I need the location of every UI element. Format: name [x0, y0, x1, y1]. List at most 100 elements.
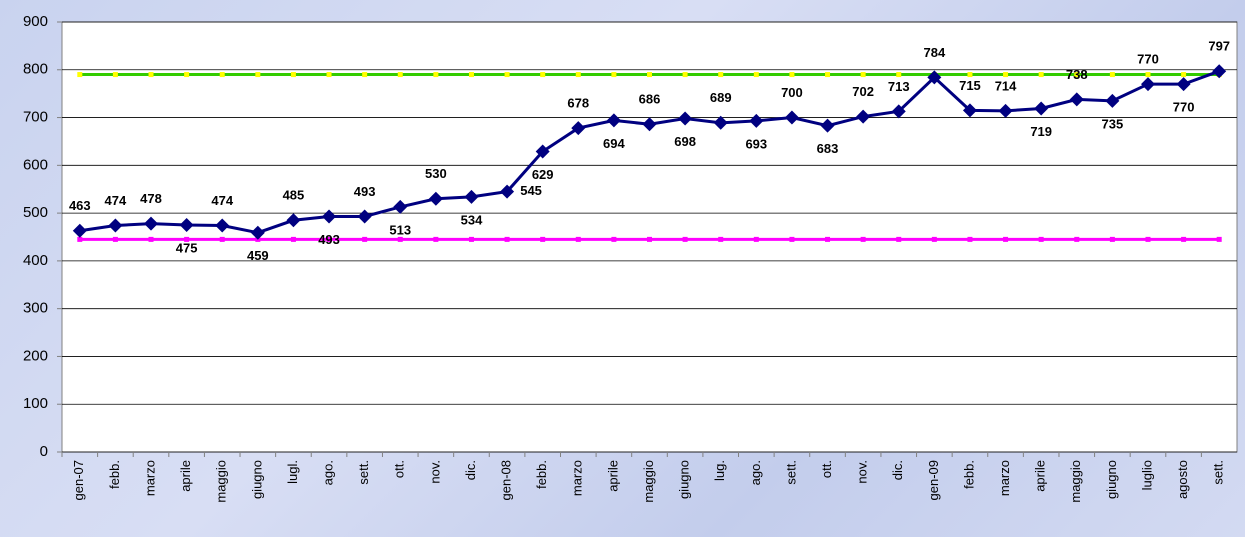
reference-marker [433, 236, 439, 242]
x-tick-label: sett. [783, 460, 798, 485]
data-label: 693 [745, 136, 767, 151]
data-point [1140, 77, 1155, 92]
reference-marker [112, 236, 118, 242]
data-label: 629 [532, 167, 554, 182]
data-point [286, 213, 301, 228]
y-tick-label: 200 [23, 347, 48, 364]
reference-marker [468, 72, 474, 78]
data-label: 738 [1066, 67, 1088, 82]
reference-marker [148, 72, 154, 78]
reference-marker [362, 72, 368, 78]
reference-marker [540, 236, 546, 242]
x-tick-label: agosto [1175, 460, 1190, 499]
reference-marker [789, 72, 795, 78]
data-point [749, 113, 764, 128]
reference-marker [575, 236, 581, 242]
x-tick-label: gen-09 [926, 460, 941, 500]
reference-marker [1181, 236, 1187, 242]
data-label: 714 [995, 78, 1017, 93]
data-label: 784 [923, 45, 945, 60]
reference-marker [290, 236, 296, 242]
data-point [322, 209, 337, 224]
data-label: 475 [176, 240, 198, 255]
x-tick-label: maggio [214, 460, 229, 503]
reference-marker [753, 236, 759, 242]
reference-marker [148, 236, 154, 242]
x-tick-label: ott. [392, 460, 407, 478]
data-point [72, 223, 87, 238]
reference-marker [1145, 236, 1151, 242]
x-tick-label: giugno [249, 460, 264, 499]
x-tick-label: gen-08 [499, 460, 514, 500]
reference-marker [647, 236, 652, 242]
data-label: 686 [639, 92, 661, 107]
data-label: 463 [69, 198, 91, 213]
x-tick-label: aprile [178, 460, 193, 492]
x-tick-label: lugl. [285, 460, 300, 484]
data-label: 513 [389, 222, 411, 237]
data-label: 702 [852, 84, 874, 99]
reference-marker [682, 72, 688, 78]
data-label: 713 [888, 79, 910, 94]
data-label: 770 [1137, 52, 1159, 67]
data-point [713, 115, 728, 130]
x-tick-label: nov. [855, 460, 870, 484]
data-label: 493 [318, 232, 340, 247]
data-point [927, 70, 942, 85]
data-point [1034, 101, 1049, 116]
data-point [357, 209, 372, 224]
data-label: 478 [140, 191, 162, 206]
data-point [571, 121, 586, 136]
reference-marker [1003, 236, 1009, 242]
data-label: 534 [461, 212, 483, 227]
reference-marker [967, 72, 973, 78]
data-label: 474 [211, 193, 233, 208]
data-point [1069, 92, 1084, 107]
x-tick-label: giugno [1104, 460, 1119, 499]
reference-marker [1145, 72, 1151, 78]
x-tick-label: ott. [819, 460, 834, 478]
reference-marker [611, 72, 617, 78]
x-tick-label: dic. [890, 460, 905, 480]
x-tick-label: sett. [356, 460, 371, 485]
reference-marker [575, 72, 581, 78]
reference-marker [219, 236, 225, 242]
y-tick-label: 900 [23, 13, 48, 30]
data-label: 797 [1208, 39, 1230, 54]
reference-marker [647, 72, 652, 78]
x-tick-label: aprile [1033, 460, 1048, 492]
reference-marker [789, 236, 795, 242]
reference-marker [718, 236, 724, 242]
x-tick-label: giugno [677, 460, 692, 499]
x-tick-label: febb. [107, 460, 122, 489]
reference-marker [468, 236, 474, 242]
data-label: 735 [1102, 116, 1124, 131]
reference-marker [397, 236, 403, 242]
reference-marker [1181, 72, 1187, 78]
data-point [820, 118, 835, 133]
data-point [962, 103, 977, 118]
reference-marker [326, 236, 332, 242]
reference-marker [1038, 72, 1044, 78]
x-tick-label: lug. [712, 460, 727, 481]
x-tick-label: marzo [142, 460, 157, 496]
x-tick-label: dic. [463, 460, 478, 480]
x-tick-label: aprile [605, 460, 620, 492]
data-point [144, 216, 159, 231]
y-tick-label: 0 [40, 443, 48, 460]
data-label: 530 [425, 166, 447, 181]
data-label: 698 [674, 134, 696, 149]
reference-marker [362, 236, 368, 242]
reference-marker [397, 72, 403, 78]
reference-marker [753, 72, 759, 78]
reference-marker [860, 72, 866, 78]
reference-marker [504, 72, 510, 78]
reference-marker [825, 236, 831, 242]
reference-marker [967, 236, 973, 242]
reference-marker [682, 236, 688, 242]
data-point [678, 111, 693, 126]
reference-marker [860, 236, 866, 242]
y-tick-label: 700 [23, 109, 48, 126]
x-tick-label: marzo [997, 460, 1012, 496]
x-tick-label: sett. [1211, 460, 1226, 485]
